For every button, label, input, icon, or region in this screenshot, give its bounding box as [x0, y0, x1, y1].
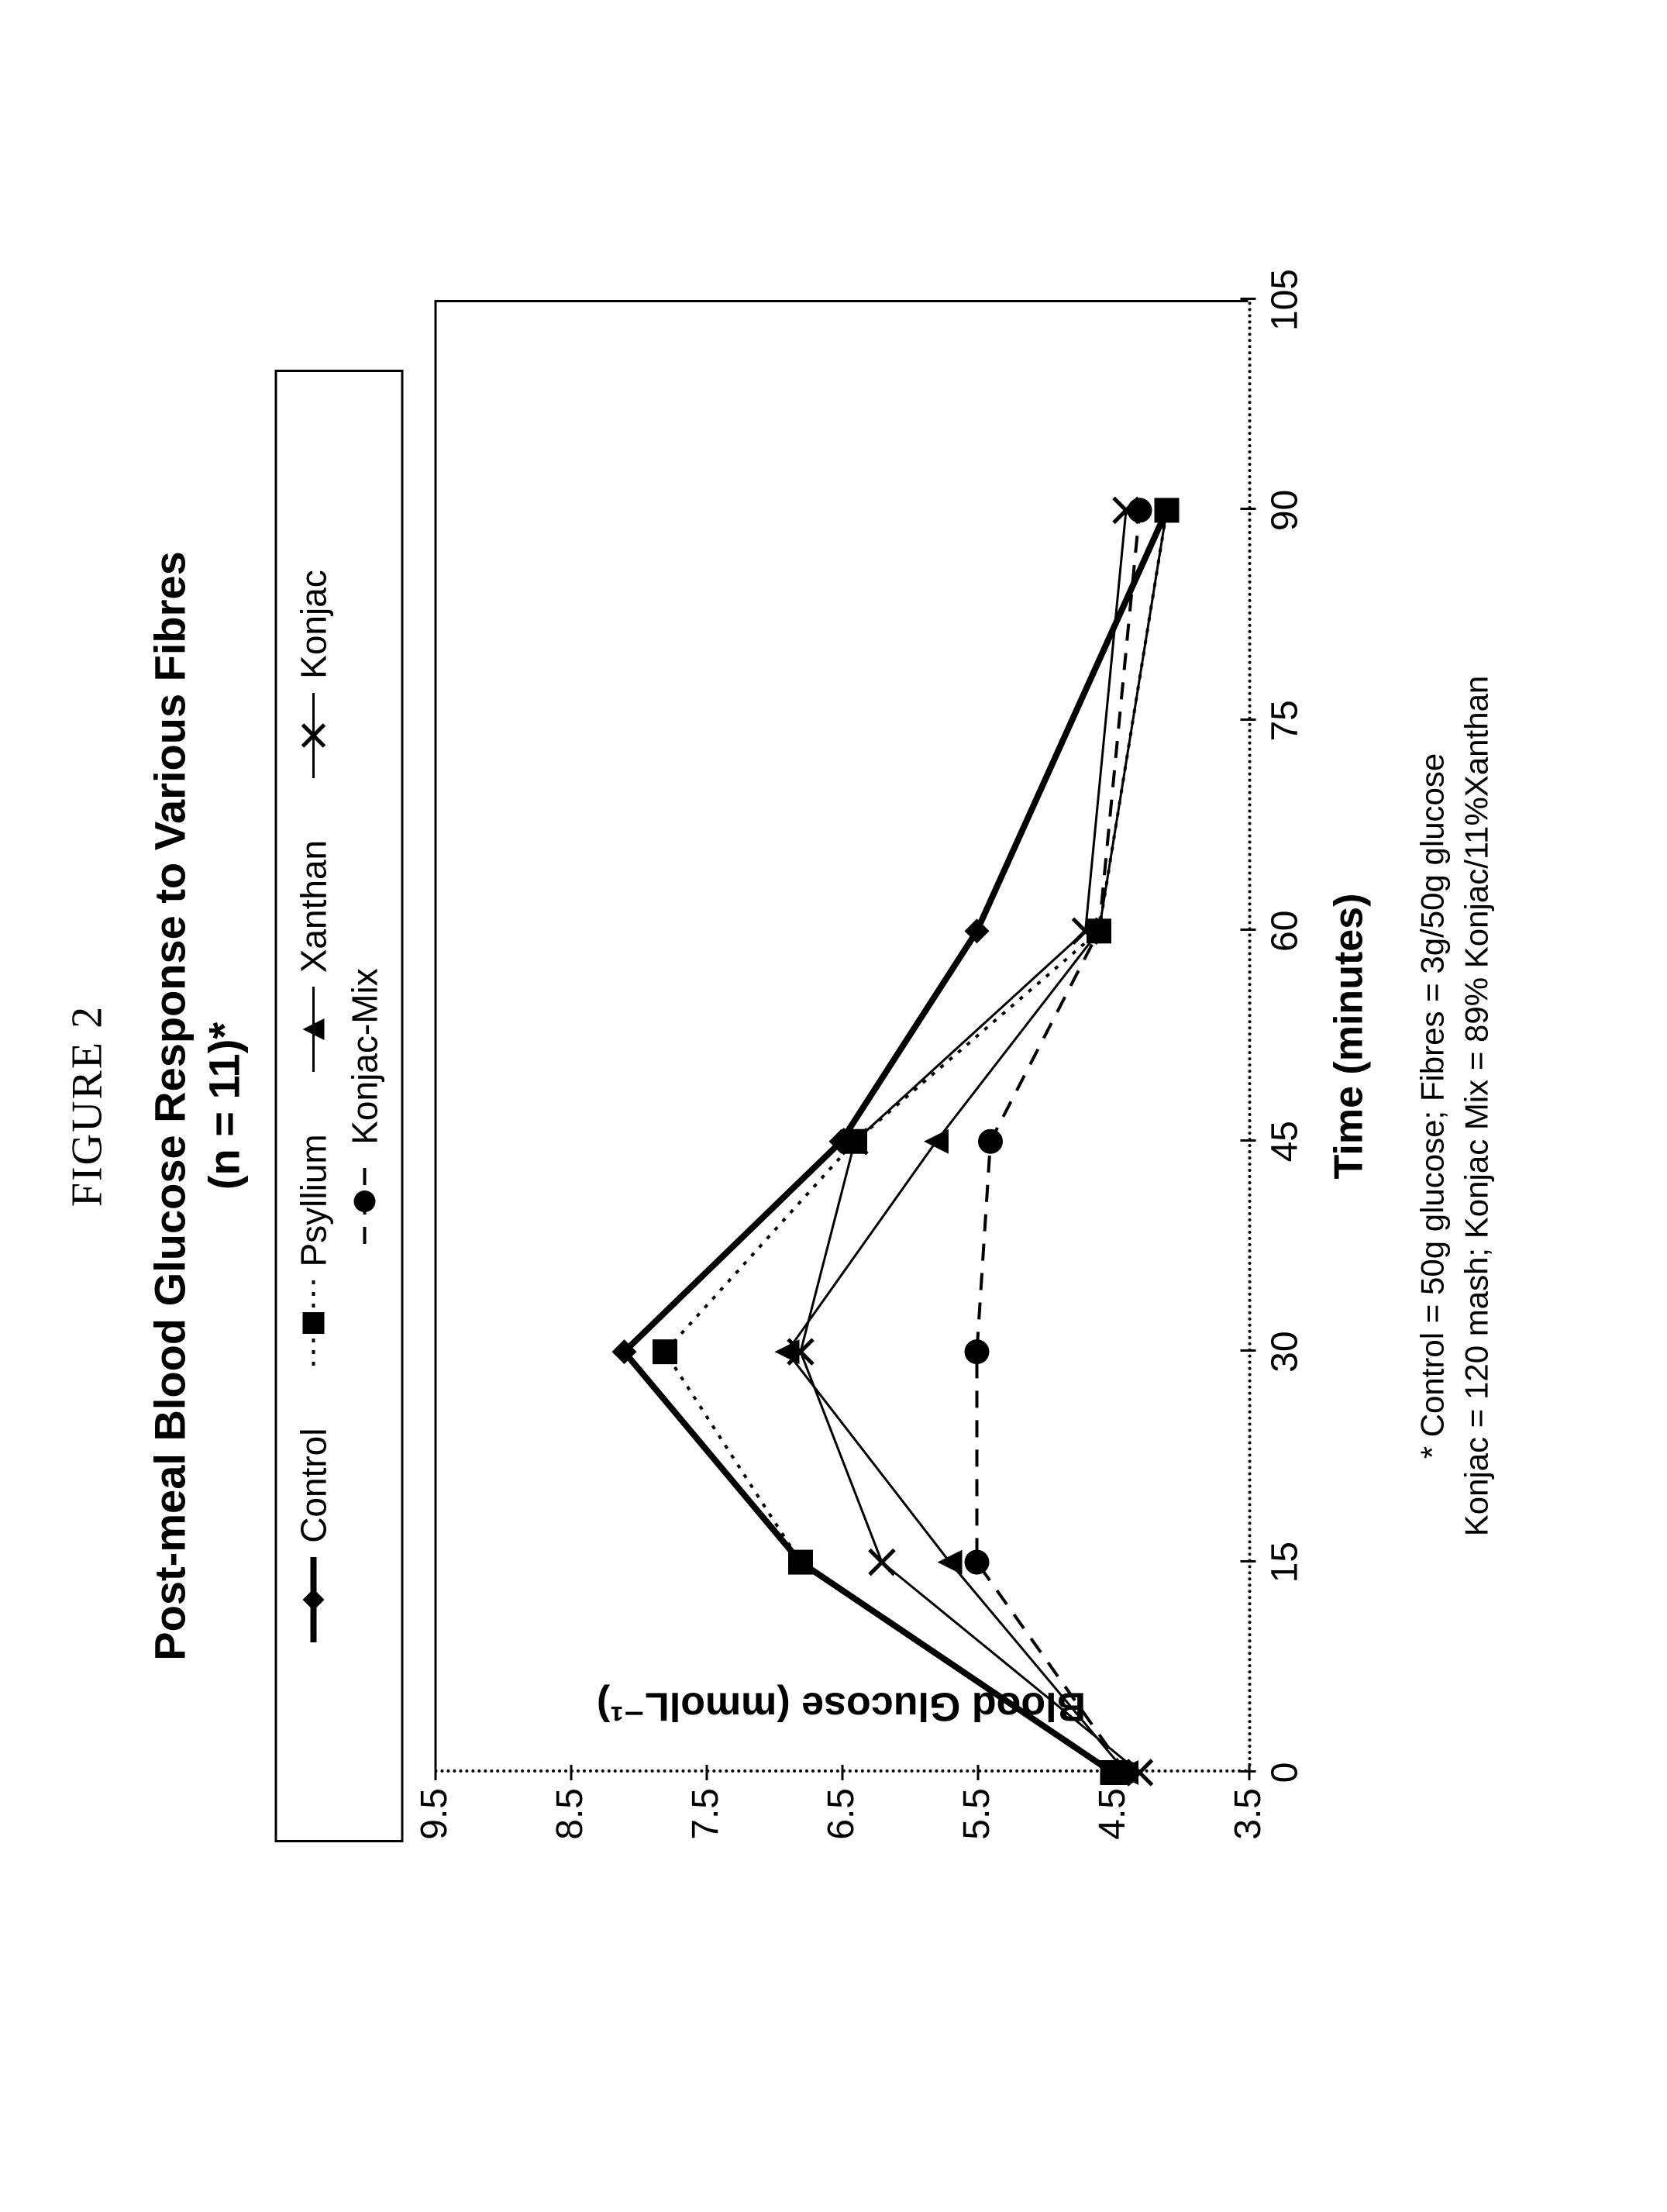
legend-item-psyllium: Psyllium	[292, 1134, 334, 1366]
x-tick-label: 105	[1263, 269, 1306, 331]
legend-swatch-konjac-mix	[346, 1159, 382, 1244]
legend-label: Xanthan	[292, 840, 334, 973]
legend-swatch-konjac	[295, 693, 331, 778]
y-tick-label: 6.5	[820, 1788, 863, 1866]
chart-title-line1: Post-meal Blood Glucose Response to Vari…	[145, 551, 194, 1660]
y-tick	[705, 1765, 708, 1780]
x-tick-label: 75	[1263, 700, 1306, 741]
y-tick-label: 3.5	[1227, 1788, 1269, 1866]
chart-title: Post-meal Blood Glucose Response to Vari…	[143, 551, 251, 1660]
legend-item-xanthan: Xanthan	[292, 840, 334, 1072]
legend-label: Control	[292, 1428, 334, 1543]
legend-swatch-psyllium	[295, 1281, 331, 1366]
legend-item-konjac: Konjac	[292, 570, 334, 778]
chart-area: Blood Glucose (mmolL⁻¹) Time (minutes) 3…	[434, 191, 1364, 1897]
x-tick	[1240, 929, 1255, 931]
x-tick	[1240, 1349, 1255, 1352]
footnote-line2: Konjac = 120 mash; Konjac Mix = 89% Konj…	[1458, 676, 1494, 1537]
legend-label: Konjac	[292, 570, 334, 679]
x-tick	[1240, 508, 1255, 510]
x-tick	[1240, 1139, 1255, 1142]
y-tick-label: 8.5	[549, 1788, 591, 1866]
x-tick-label: 45	[1263, 1121, 1306, 1162]
footnote: * Control = 50g glucose; Fibres = 3g/50g…	[1410, 676, 1498, 1537]
y-tick	[976, 1765, 979, 1780]
x-tick-label: 90	[1263, 490, 1306, 531]
x-axis-label: Time (minutes)	[1325, 300, 1372, 1773]
legend-swatch-xanthan	[295, 987, 331, 1072]
legend-item-control: Control	[292, 1428, 334, 1642]
footnote-line1: * Control = 50g glucose; Fibres = 3g/50g…	[1414, 753, 1450, 1459]
y-tick-label: 5.5	[956, 1788, 998, 1866]
legend-item-konjac-mix: Konjac-Mix	[343, 968, 385, 1244]
x-axis	[1248, 300, 1251, 1773]
chart-svg	[434, 300, 1248, 1773]
y-tick-label: 9.5	[413, 1788, 456, 1866]
y-tick-label: 7.5	[684, 1788, 727, 1866]
x-tick-label: 15	[1263, 1542, 1306, 1583]
y-tick	[434, 1765, 436, 1780]
series-line-psyllium	[665, 510, 1167, 1773]
x-tick	[1240, 298, 1255, 300]
x-tick-label: 30	[1263, 1331, 1306, 1372]
x-tick	[1240, 718, 1255, 721]
page-container: FIGURE 2 Post-meal Blood Glucose Respons…	[0, 0, 1667, 2212]
y-tick	[841, 1765, 843, 1780]
y-tick	[1112, 1765, 1114, 1780]
series-line-control	[624, 510, 1166, 1773]
legend-swatch-control	[295, 1557, 331, 1642]
y-tick-label: 4.5	[1091, 1788, 1134, 1866]
x-tick	[1240, 1560, 1255, 1563]
x-tick-label: 60	[1263, 911, 1306, 952]
x-tick	[1240, 1770, 1255, 1773]
legend-label: Konjac-Mix	[343, 968, 385, 1145]
x-tick-label: 0	[1263, 1762, 1306, 1783]
y-tick	[1248, 1765, 1250, 1780]
legend-label: Psyllium	[292, 1134, 334, 1266]
legend: Control Psyllium Xanthan Konjac Konjac-Mix	[274, 370, 403, 1842]
y-tick	[570, 1765, 572, 1780]
figure-label: FIGURE 2	[62, 1005, 112, 1207]
chart-title-line2: (n = 11)*	[199, 1022, 248, 1190]
